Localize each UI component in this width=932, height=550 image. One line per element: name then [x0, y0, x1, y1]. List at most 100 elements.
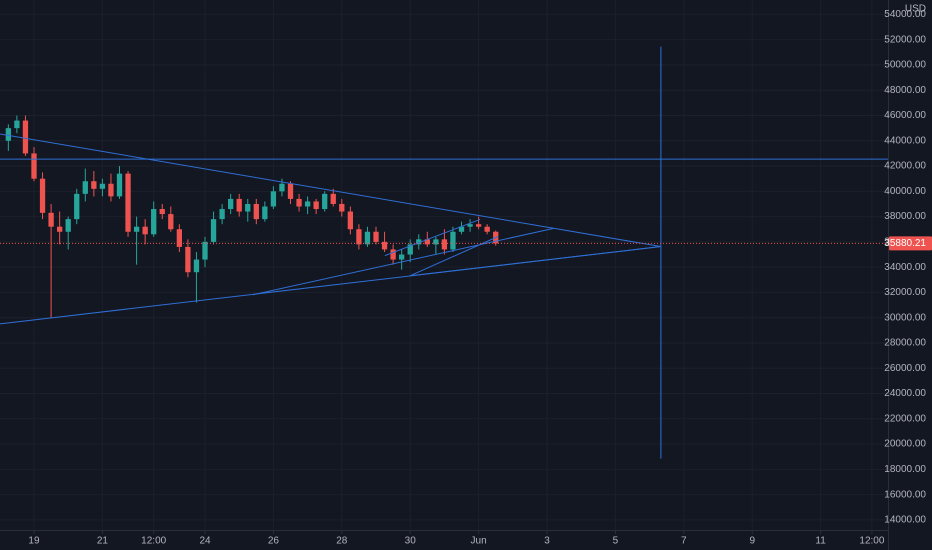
- candle-body: [185, 246, 191, 273]
- candle-body: [450, 231, 456, 250]
- candle-body: [31, 153, 37, 179]
- candle-body: [279, 183, 285, 192]
- candle-body: [347, 211, 354, 230]
- candle-body: [407, 244, 413, 255]
- candle-body: [219, 209, 225, 220]
- y-tick-label: 44000.00: [884, 135, 926, 146]
- candle-body: [416, 239, 422, 245]
- x-tick-label: 12:00: [141, 536, 166, 547]
- candle-body: [74, 193, 80, 220]
- y-tick-label: 30000.00: [884, 312, 926, 323]
- y-tick-label: 42000.00: [884, 161, 926, 172]
- y-tick-label: 48000.00: [884, 85, 926, 96]
- x-tick-label: 3: [544, 536, 550, 547]
- candle-body: [193, 259, 200, 273]
- candle-body: [424, 239, 430, 245]
- candle-body: [142, 226, 148, 235]
- candle-body: [313, 201, 319, 210]
- y-tick-label: 14000.00: [884, 515, 926, 526]
- candle-body: [458, 226, 465, 232]
- x-tick-label: 30: [405, 536, 417, 547]
- y-tick-label: 26000.00: [884, 363, 926, 374]
- candle-body: [467, 224, 473, 227]
- candle-body: [339, 203, 345, 212]
- candle-body: [262, 206, 268, 220]
- candle-body: [116, 173, 123, 197]
- candle-body: [270, 191, 277, 207]
- y-tick-label: 34000.00: [884, 262, 926, 273]
- candle-body: [381, 241, 388, 250]
- candle-body: [322, 193, 328, 210]
- candle-body: [176, 229, 183, 247]
- x-tick-label: 24: [199, 536, 211, 547]
- trend-line: [410, 246, 661, 277]
- y-tick-label: 32000.00: [884, 287, 926, 298]
- y-tick-label: 18000.00: [884, 464, 926, 475]
- trend-line: [0, 133, 661, 248]
- x-tick-label: 5: [613, 536, 619, 547]
- last-price-tag: [889, 236, 932, 251]
- candle-body: [253, 203, 259, 220]
- y-tick-label: 20000.00: [884, 439, 926, 450]
- y-tick-label: 46000.00: [884, 110, 926, 121]
- x-tick-label: 26: [268, 536, 280, 547]
- candle-body: [5, 128, 11, 141]
- candle-body: [125, 173, 131, 232]
- candle-body: [82, 181, 88, 194]
- y-tick-label: 16000.00: [884, 489, 926, 500]
- candle-body: [228, 198, 234, 210]
- y-tick-label: 40000.00: [884, 186, 926, 197]
- x-tick-label: 28: [336, 536, 348, 547]
- candle-body: [245, 203, 251, 212]
- y-tick-label: 50000.00: [884, 60, 926, 71]
- candle-body: [168, 214, 174, 230]
- drawings: [0, 46, 888, 459]
- candle-body: [39, 178, 46, 213]
- candle-body: [330, 193, 336, 204]
- candles: [5, 115, 499, 318]
- candle-body: [48, 212, 54, 227]
- candle-body: [202, 241, 208, 260]
- trend-line: [384, 219, 481, 257]
- x-tick-label: 19: [28, 536, 40, 547]
- candle-body: [287, 183, 294, 199]
- currency-label: USD: [905, 4, 926, 15]
- x-tick-label: 11: [815, 536, 826, 547]
- candle-body: [296, 198, 302, 207]
- y-tick-label: 38000.00: [884, 211, 926, 222]
- candle-body: [433, 239, 439, 245]
- candle-body: [356, 229, 362, 245]
- candle-body: [399, 254, 405, 260]
- candle-body: [65, 219, 71, 232]
- last-price-label: 35880.21: [884, 238, 926, 249]
- x-tick-label: 12:00: [859, 536, 884, 547]
- candle-body: [22, 120, 29, 154]
- candle-body: [373, 231, 379, 242]
- candle-body: [390, 249, 396, 260]
- candle-body: [484, 226, 490, 232]
- candle-body: [99, 183, 106, 189]
- candle-body: [210, 219, 217, 242]
- candle-body: [441, 239, 448, 250]
- y-tick-label: 24000.00: [884, 388, 926, 399]
- candle-body: [475, 224, 482, 227]
- y-tick-label: 54000.00: [884, 9, 926, 20]
- candle-body: [159, 209, 165, 215]
- y-tick-label: 22000.00: [884, 413, 926, 424]
- y-tick-label: 52000.00: [884, 34, 926, 45]
- candle-body: [236, 198, 242, 212]
- trend-line: [252, 227, 554, 296]
- candle-body: [133, 226, 140, 232]
- x-tick-label: 21: [97, 536, 109, 547]
- candle-body: [304, 201, 311, 207]
- candle-body: [56, 226, 63, 232]
- candle-body: [108, 183, 114, 197]
- x-tick-label: Jun: [471, 536, 487, 547]
- y-tick-label: 28000.00: [884, 338, 926, 349]
- candle-body: [151, 209, 157, 235]
- candle-body: [14, 120, 20, 129]
- candle-body: [364, 231, 371, 245]
- x-tick-label: 9: [749, 536, 755, 547]
